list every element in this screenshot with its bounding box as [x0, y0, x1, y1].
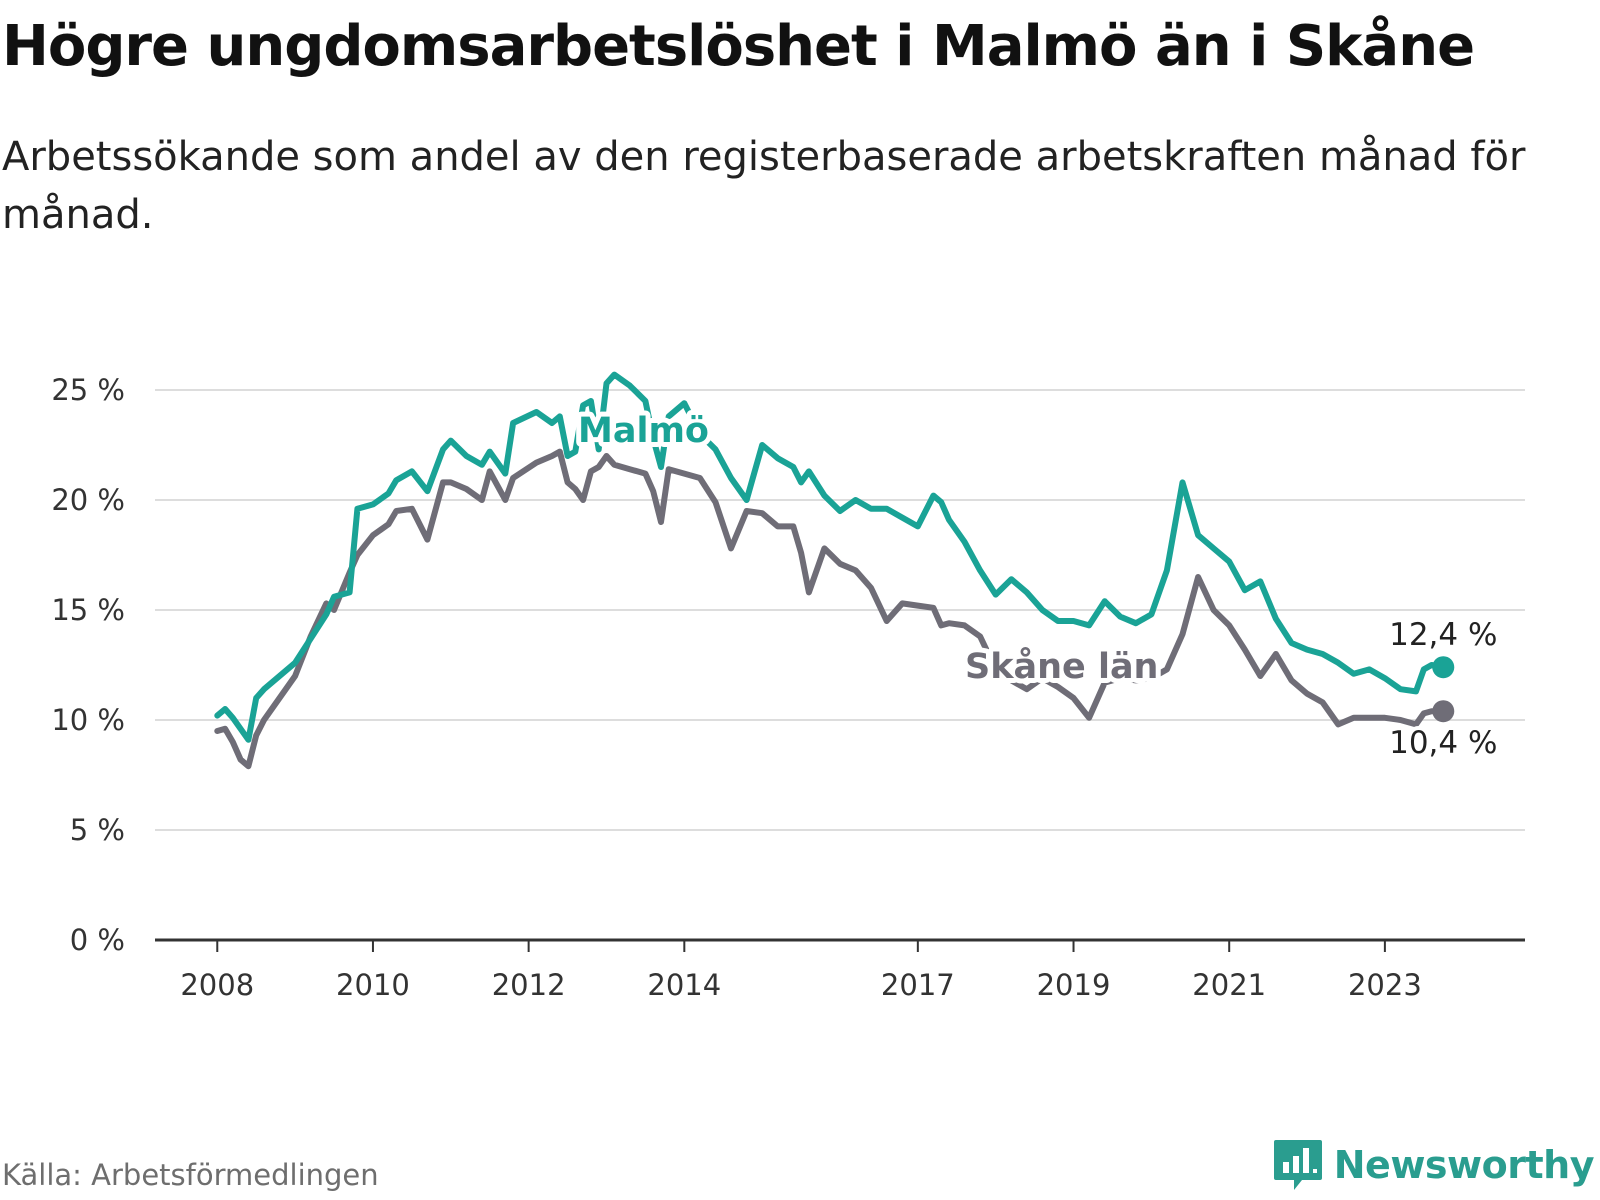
source-note: Källa: Arbetsförmedlingen	[2, 1158, 379, 1192]
chart-title: Högre ungdomsarbetslöshet i Malmö än i S…	[2, 14, 1475, 79]
end-dot-malmo	[1432, 656, 1455, 679]
x-tick-label-2008: 2008	[180, 968, 254, 1002]
x-tick-label-2021: 2021	[1192, 968, 1266, 1002]
series-labels: Malmö Skåne län 12,4 % 10,4 %	[573, 406, 1501, 765]
y-tick-label-20: 20 %	[51, 483, 125, 517]
y-tick-label-10: 10 %	[51, 703, 125, 737]
y-axis: 0 % 5 % 10 % 15 % 20 % 25 %	[51, 373, 125, 957]
series-lines	[214, 371, 1455, 770]
newsworthy-logo-icon	[1273, 1140, 1322, 1190]
y-tick-label-25: 25 %	[51, 373, 125, 407]
x-tick-label-2012: 2012	[492, 968, 566, 1002]
end-value-label-skane: 10,4 %	[1389, 725, 1497, 761]
x-tick-label-2014: 2014	[647, 968, 721, 1002]
end-value-label-malmo: 12,4 %	[1389, 617, 1497, 653]
x-tick-label-2017: 2017	[881, 968, 955, 1002]
series-line-malmo	[214, 371, 1447, 743]
gridlines	[155, 389, 1525, 831]
brand-logo[interactable]: Newsworthy	[1272, 1138, 1595, 1192]
y-tick-label-15: 15 %	[51, 593, 125, 627]
line-chart: 0 %5 %10 %15 %20 %25 % 2008 2010 2012 2014 2…	[51, 371, 1525, 1002]
series-label-malmo: Malmö	[578, 411, 709, 451]
chart-subtitle: Arbetssökande som andel av den registerb…	[2, 134, 1526, 238]
x-tick-label-2023: 2023	[1348, 968, 1422, 1002]
x-tick-label-2019: 2019	[1037, 968, 1111, 1002]
brand-name: Newsworthy	[1333, 1143, 1595, 1187]
y-tick-label-5: 5 %	[70, 813, 125, 847]
y-tick-label-0: 0 %	[70, 923, 125, 957]
series-label-skane: Skåne län	[965, 646, 1158, 687]
x-axis: 2008 2010 2012 2014 2017 2019 2021 2023	[155, 938, 1525, 1002]
series-line-skane	[214, 448, 1447, 770]
end-dot-skane	[1432, 700, 1455, 723]
x-tick-label-2010: 2010	[336, 968, 410, 1002]
